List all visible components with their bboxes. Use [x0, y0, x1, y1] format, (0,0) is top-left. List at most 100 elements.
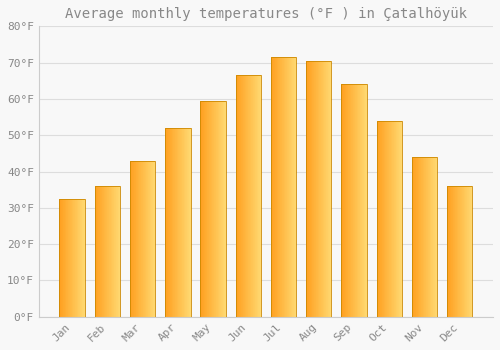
Bar	[326, 61, 327, 317]
Bar	[306, 61, 308, 317]
Bar	[202, 101, 203, 317]
Bar	[399, 121, 400, 317]
Bar	[167, 128, 168, 317]
Bar	[383, 121, 384, 317]
Bar	[468, 186, 469, 317]
Bar	[119, 186, 120, 317]
Bar	[64, 199, 65, 317]
Bar	[279, 57, 280, 317]
Bar	[447, 186, 448, 317]
Bar	[359, 84, 360, 317]
Bar	[186, 128, 188, 317]
Bar	[77, 199, 78, 317]
Bar	[358, 84, 359, 317]
Bar	[200, 101, 226, 317]
Bar	[173, 128, 174, 317]
Bar	[257, 75, 258, 317]
Bar	[388, 121, 390, 317]
Bar	[392, 121, 393, 317]
Bar	[177, 128, 178, 317]
Bar	[380, 121, 381, 317]
Bar	[84, 199, 85, 317]
Bar	[204, 101, 205, 317]
Bar	[365, 84, 366, 317]
Bar	[465, 186, 466, 317]
Bar	[152, 161, 153, 317]
Bar	[271, 57, 296, 317]
Bar	[113, 186, 114, 317]
Bar	[242, 75, 243, 317]
Bar	[291, 57, 292, 317]
Bar	[415, 157, 416, 317]
Bar	[394, 121, 395, 317]
Bar	[396, 121, 397, 317]
Bar	[62, 199, 64, 317]
Bar	[81, 199, 82, 317]
Bar	[142, 161, 143, 317]
Bar	[356, 84, 357, 317]
Bar	[349, 84, 350, 317]
Bar	[147, 161, 148, 317]
Bar	[218, 101, 219, 317]
Bar	[376, 121, 402, 317]
Bar	[240, 75, 242, 317]
Bar	[239, 75, 240, 317]
Bar	[460, 186, 461, 317]
Bar	[80, 199, 81, 317]
Bar	[342, 84, 366, 317]
Bar	[251, 75, 252, 317]
Bar	[66, 199, 67, 317]
Bar	[354, 84, 356, 317]
Bar	[462, 186, 463, 317]
Bar	[342, 84, 343, 317]
Bar	[330, 61, 331, 317]
Bar	[285, 57, 286, 317]
Bar	[76, 199, 77, 317]
Bar	[149, 161, 150, 317]
Bar	[103, 186, 104, 317]
Bar	[222, 101, 223, 317]
Bar	[293, 57, 294, 317]
Bar	[464, 186, 465, 317]
Bar	[102, 186, 103, 317]
Bar	[463, 186, 464, 317]
Bar	[436, 157, 437, 317]
Bar	[412, 157, 437, 317]
Bar	[219, 101, 220, 317]
Bar	[274, 57, 276, 317]
Bar	[377, 121, 378, 317]
Bar	[217, 101, 218, 317]
Bar	[327, 61, 328, 317]
Bar	[205, 101, 206, 317]
Bar	[208, 101, 210, 317]
Bar	[361, 84, 362, 317]
Bar	[140, 161, 141, 317]
Bar	[456, 186, 457, 317]
Bar	[200, 101, 201, 317]
Bar	[246, 75, 247, 317]
Bar	[172, 128, 173, 317]
Bar	[290, 57, 291, 317]
Bar	[145, 161, 146, 317]
Bar	[108, 186, 110, 317]
Bar	[144, 161, 145, 317]
Bar	[317, 61, 318, 317]
Bar	[220, 101, 222, 317]
Bar	[206, 101, 208, 317]
Bar	[360, 84, 361, 317]
Bar	[385, 121, 386, 317]
Bar	[316, 61, 317, 317]
Bar	[213, 101, 214, 317]
Bar	[71, 199, 72, 317]
Bar	[329, 61, 330, 317]
Bar	[69, 199, 70, 317]
Bar	[364, 84, 365, 317]
Bar	[306, 61, 332, 317]
Bar	[223, 101, 224, 317]
Bar	[98, 186, 99, 317]
Bar	[320, 61, 322, 317]
Bar	[312, 61, 313, 317]
Bar	[168, 128, 169, 317]
Bar	[450, 186, 451, 317]
Bar	[211, 101, 212, 317]
